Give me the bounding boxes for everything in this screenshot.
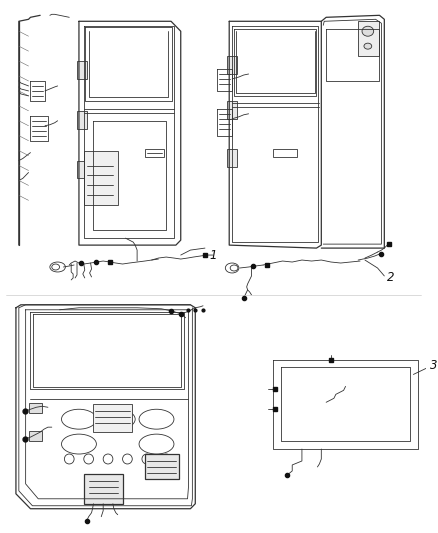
FancyBboxPatch shape — [77, 160, 87, 179]
FancyBboxPatch shape — [145, 454, 179, 479]
FancyBboxPatch shape — [28, 431, 42, 441]
FancyBboxPatch shape — [84, 474, 123, 504]
FancyBboxPatch shape — [93, 404, 132, 432]
FancyBboxPatch shape — [28, 403, 42, 413]
FancyBboxPatch shape — [227, 56, 237, 74]
Text: 2: 2 — [387, 271, 395, 285]
FancyBboxPatch shape — [77, 111, 87, 129]
FancyBboxPatch shape — [77, 61, 87, 79]
FancyBboxPatch shape — [358, 21, 379, 56]
Text: 1: 1 — [210, 248, 217, 262]
FancyBboxPatch shape — [227, 149, 237, 166]
Text: 3: 3 — [430, 359, 438, 372]
FancyBboxPatch shape — [227, 101, 237, 119]
FancyBboxPatch shape — [84, 151, 118, 205]
Ellipse shape — [364, 43, 372, 49]
Ellipse shape — [362, 26, 374, 36]
